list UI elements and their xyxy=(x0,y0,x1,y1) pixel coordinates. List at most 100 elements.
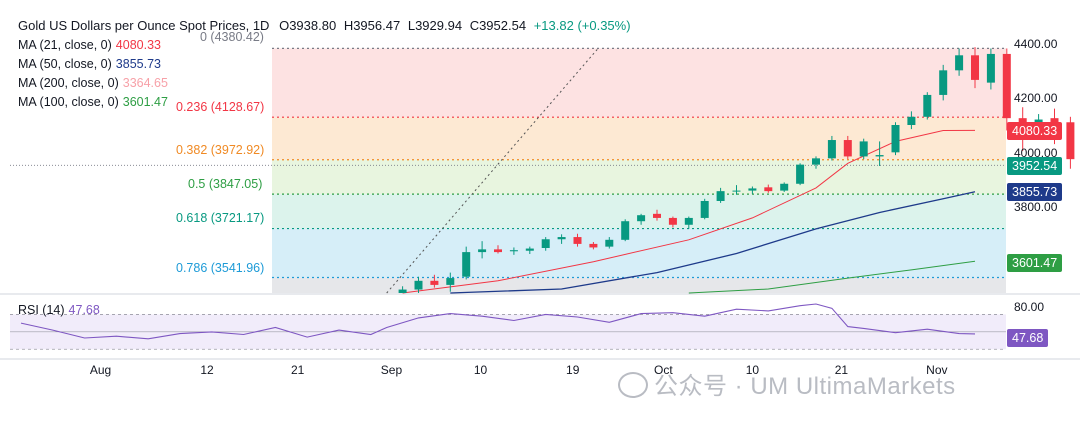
candle-body xyxy=(653,213,661,218)
x-tick-label: 19 xyxy=(566,363,580,377)
rsi-value-tag: 47.68 xyxy=(1007,329,1049,347)
rsi-axis-label: 80.00 xyxy=(1014,300,1045,314)
ma-legend-label: MA (100, close, 0) xyxy=(18,95,119,109)
candle-body xyxy=(541,239,550,248)
low-label: L xyxy=(407,18,416,33)
candle-body xyxy=(748,188,757,191)
ma-legend-100[interactable]: MA (100, close, 0) 3601.47 xyxy=(18,95,168,109)
chart-header: Gold US Dollars per Ounce Spot Prices, 1… xyxy=(18,18,631,33)
rsi-value: 47.68 xyxy=(68,303,100,317)
high-label: H xyxy=(343,18,354,33)
close-value: 3952.54 xyxy=(479,18,527,33)
ma-legend-value: 3855.73 xyxy=(115,57,161,71)
price-tag-ma100: 3601.47 xyxy=(1007,254,1063,272)
candle-body xyxy=(398,289,407,293)
candle-body xyxy=(875,155,884,157)
price-tag-ma50: 3855.73 xyxy=(1007,183,1063,201)
candle-body xyxy=(668,217,677,225)
candle-body xyxy=(509,250,518,252)
x-tick-label: Sep xyxy=(380,363,403,377)
low-value: 3929.94 xyxy=(415,18,463,33)
ma-legend-50[interactable]: MA (50, close, 0) 3855.73 xyxy=(18,57,161,71)
candle-body xyxy=(1050,118,1059,123)
fib-band xyxy=(272,48,1006,118)
ma-line xyxy=(688,260,976,294)
candle-body xyxy=(923,94,932,117)
fib-band xyxy=(272,228,1006,278)
candle-body xyxy=(764,187,773,192)
fib-label-05: 0.5 (3847.05) xyxy=(188,177,263,191)
rsi-line xyxy=(20,303,976,340)
fib-trend-line xyxy=(386,48,599,294)
candle-body xyxy=(414,280,423,290)
ma-legend-200[interactable]: MA (200, close, 0) 3364.65 xyxy=(18,76,168,90)
candle-body xyxy=(891,125,900,153)
price-tag-ma21: 4080.33 xyxy=(1007,122,1063,140)
ma-legend-value: 3364.65 xyxy=(122,76,168,90)
ma-legend-label: MA (200, close, 0) xyxy=(18,76,119,90)
candle-body xyxy=(637,215,646,222)
candle-body xyxy=(430,280,439,285)
change-value: +13.82 (+0.35%) xyxy=(533,18,631,33)
candle-body xyxy=(621,221,630,240)
fib-label-0786: 0.786 (3541.96) xyxy=(176,261,265,275)
ma-line xyxy=(450,191,976,294)
fib-band xyxy=(272,117,1006,160)
ma-line xyxy=(402,129,976,294)
x-tick-label: Nov xyxy=(926,363,948,377)
candle-body xyxy=(478,249,487,253)
x-tick-label: Oct xyxy=(654,363,673,377)
x-tick-label: 12 xyxy=(200,363,214,377)
fib-band xyxy=(272,159,1006,195)
candle-body xyxy=(827,140,836,159)
candle-body xyxy=(796,164,805,184)
x-tick-label: 21 xyxy=(290,363,305,377)
candle-body xyxy=(907,116,916,125)
fib-label-0382: 0.382 (3972.92) xyxy=(176,143,265,157)
candle-body xyxy=(716,191,725,201)
candle-body xyxy=(1002,53,1011,119)
fib-label-0: 0 (4380.42) xyxy=(200,30,264,44)
candle-body xyxy=(605,239,614,247)
ma-legend-label: MA (50, close, 0) xyxy=(18,57,112,71)
ma-legend-label: MA (21, close, 0) xyxy=(18,38,112,52)
candle-body xyxy=(573,237,582,244)
candle-body xyxy=(589,243,598,248)
candle-body xyxy=(700,200,709,218)
candle-body xyxy=(494,249,502,253)
close-label: C xyxy=(469,18,480,33)
fib-band xyxy=(272,277,1006,293)
candle-body xyxy=(462,252,471,277)
candle-body xyxy=(986,53,995,83)
candle-body xyxy=(859,141,868,157)
rsi-label: RSI (14) xyxy=(18,303,65,317)
x-tick-label: 10 xyxy=(745,363,760,377)
candle-body xyxy=(684,217,693,225)
candle-body xyxy=(812,158,820,165)
candle-body xyxy=(843,140,852,157)
rsi-legend[interactable]: RSI (14) 47.68 xyxy=(18,303,100,317)
candle-body xyxy=(939,70,948,95)
open-value: 3938.80 xyxy=(289,18,337,33)
open-label: O xyxy=(279,18,290,33)
candle-body xyxy=(780,183,789,191)
candle-body xyxy=(1066,122,1075,160)
x-tick-label: 10 xyxy=(473,363,488,377)
price-tag-last: 3952.54 xyxy=(1007,157,1063,175)
y-tick-label: 3800.00 xyxy=(1014,200,1058,214)
ma-legend-21[interactable]: MA (21, close, 0) 4080.33 xyxy=(18,38,161,52)
candle-body xyxy=(732,190,741,192)
x-tick-label: Aug xyxy=(89,363,112,377)
ma-legend-value: 3601.47 xyxy=(122,95,168,109)
chart-title: Gold US Dollars per Ounce Spot Prices, 1… xyxy=(18,18,270,33)
ma-legend-value: 4080.33 xyxy=(115,38,161,52)
candle-body xyxy=(971,55,979,80)
fib-label-0236: 0.236 (4128.67) xyxy=(176,100,265,114)
fib-band xyxy=(272,194,1006,229)
wechat-icon xyxy=(618,372,648,398)
y-tick-label: 4200.00 xyxy=(1014,91,1058,105)
watermark-text: 公众号 · UM UltimaMarkets xyxy=(654,373,956,400)
y-tick-label: 4400.00 xyxy=(1014,37,1058,51)
